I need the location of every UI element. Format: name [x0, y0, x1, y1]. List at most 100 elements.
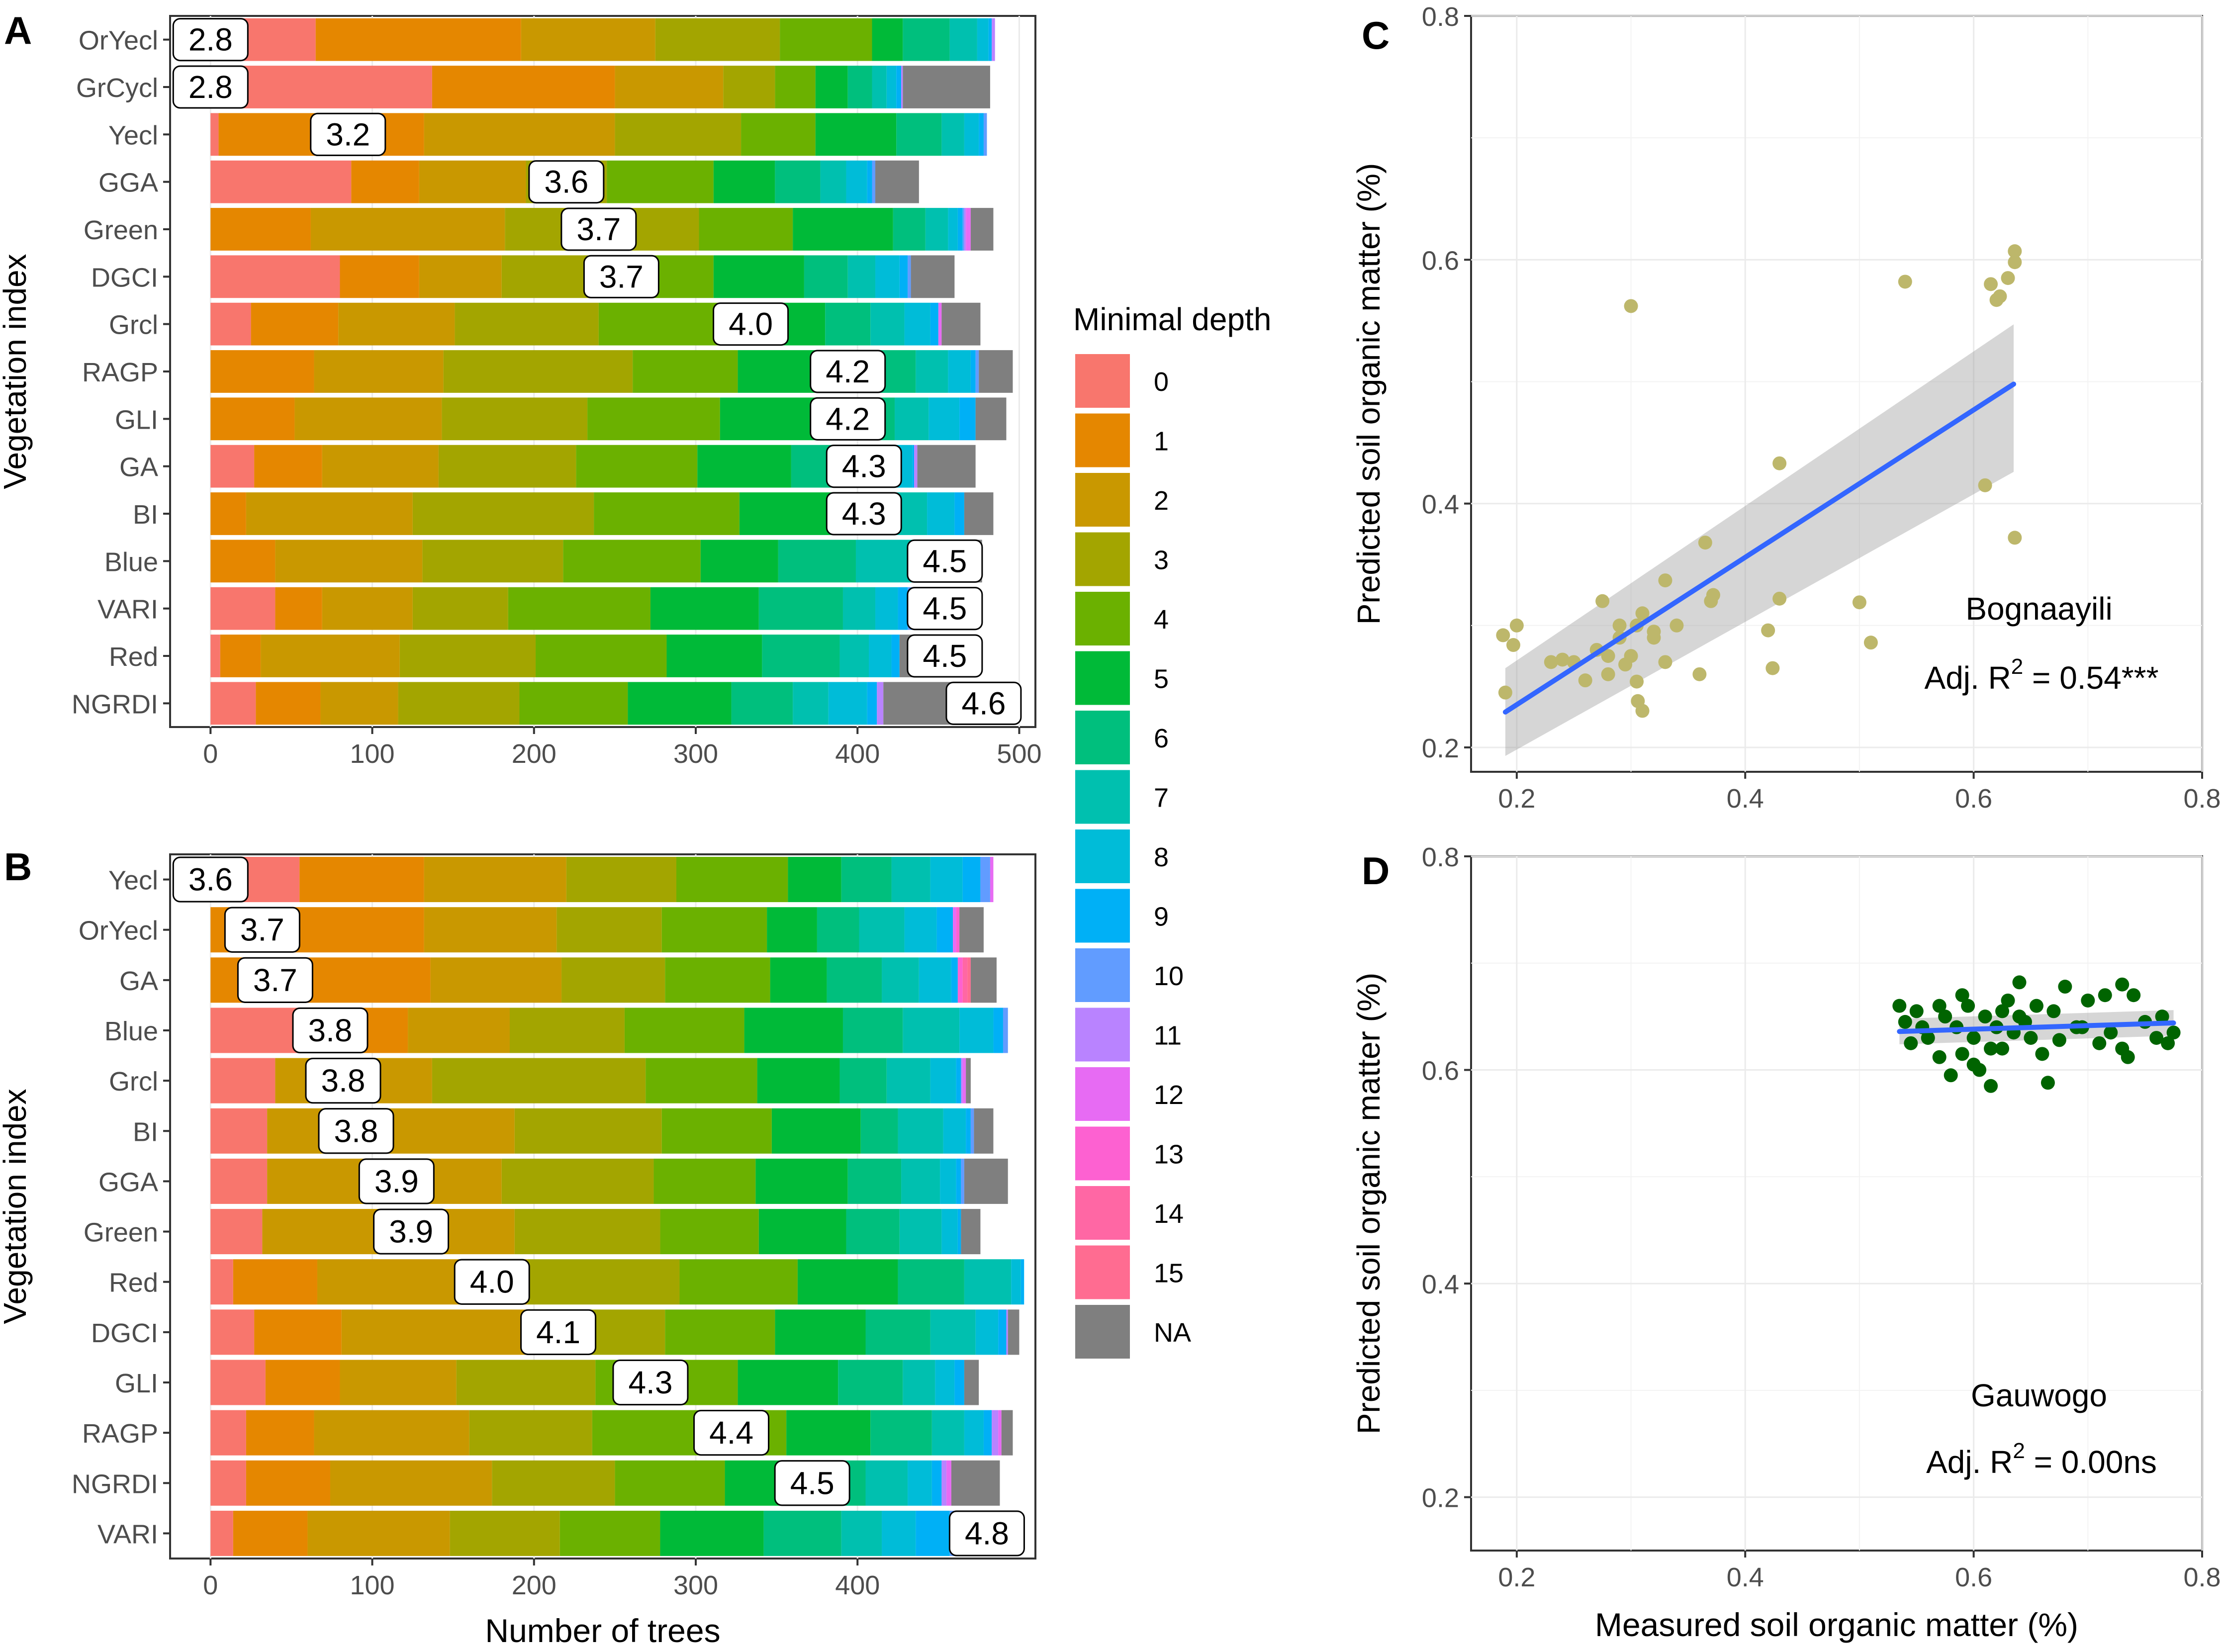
bar-segment [964, 1360, 979, 1405]
x-tick-label: 100 [350, 1570, 394, 1600]
data-point [2040, 1076, 2055, 1090]
bar-segment [975, 350, 979, 393]
bar-segment [962, 957, 968, 1003]
data-point [1706, 588, 1720, 602]
bar-segment [946, 1460, 951, 1506]
bar-segment [587, 397, 720, 441]
bar-segment [210, 350, 314, 393]
panel-c-r2-label: Adj. R2 = 0.54*** [1925, 654, 2159, 696]
bar-segment [275, 587, 322, 630]
data-point [1612, 618, 1627, 633]
bar-segment [815, 113, 897, 156]
panel-c-y-axis-title: Predicted soil organic matter (%) [1351, 163, 1387, 625]
bar-segment [424, 907, 557, 953]
bar-segment [660, 1209, 759, 1255]
panel-c-label: C [1362, 13, 1390, 57]
bar-segment [877, 682, 884, 725]
bar-segment [867, 160, 872, 203]
y-tick-label: GLI [115, 405, 158, 435]
bar-segment [841, 1510, 882, 1556]
data-point [1496, 628, 1510, 642]
bar-segment [914, 445, 918, 488]
depth-label: 3.6 [544, 164, 588, 200]
depth-label: 4.5 [923, 543, 967, 579]
data-point [2155, 1010, 2169, 1024]
bar-segment [775, 1309, 866, 1355]
bar-segment [882, 957, 919, 1003]
bar-segment [615, 66, 724, 108]
data-point [1498, 685, 1512, 700]
legend-key [1075, 354, 1130, 408]
y-tick-label: OrYecl [79, 26, 158, 56]
depth-label: 4.8 [965, 1515, 1009, 1551]
panel-d-label: D [1362, 849, 1390, 893]
y-tick-label: GrCycl [76, 73, 158, 103]
panel-d-frame [1470, 855, 2203, 1552]
data-point [1932, 999, 1947, 1013]
bar-segment [839, 635, 869, 677]
bar-segment [424, 113, 615, 156]
data-point [1658, 655, 1672, 669]
bar-segment [527, 1259, 680, 1305]
bar-segment [330, 1460, 492, 1506]
bar-segment [233, 1510, 308, 1556]
bar-segment [762, 635, 840, 677]
bar-segment [412, 587, 508, 630]
depth-label-box [318, 1108, 394, 1154]
y-tick-label: Grcl [109, 1067, 158, 1097]
data-point [1995, 1041, 2010, 1056]
depth-label: 3.2 [326, 116, 370, 152]
bar-segment [665, 1309, 775, 1355]
bar-segment [723, 66, 775, 108]
depth-label-box [454, 1259, 530, 1305]
bar-segment [628, 682, 732, 725]
bar-segment [911, 255, 955, 298]
bar-segment [744, 1008, 843, 1053]
bar-segment [903, 18, 950, 61]
bar-segment [314, 350, 444, 393]
bar-segment [954, 1360, 964, 1405]
data-point [1601, 649, 1615, 663]
bar-segment [941, 302, 981, 346]
data-point [2008, 244, 2022, 259]
y-tick-label: RAGP [82, 1419, 158, 1449]
data-point [2012, 975, 2027, 990]
bar-segment [598, 302, 725, 346]
x-tick-label: 0 [203, 1570, 218, 1600]
y-tick-label: NGRDI [72, 689, 158, 719]
bar-segment [904, 907, 937, 953]
bar-segment [793, 682, 829, 725]
bar-segment [438, 445, 576, 488]
bar-segment [1020, 1259, 1024, 1305]
data-point [2008, 531, 2022, 545]
bar-segment [422, 540, 563, 583]
bar-segment [210, 302, 251, 346]
bar-segment [966, 1058, 971, 1103]
x-tick-label: 0.4 [1727, 1562, 1764, 1592]
bar-segment [315, 18, 521, 61]
bar-segment [956, 1058, 961, 1103]
legend-label: 4 [1154, 605, 1169, 635]
bar-segment [951, 1460, 1000, 1506]
y-tick-label: 0.6 [1422, 246, 1459, 275]
depth-label-box [810, 397, 886, 441]
bar-segment [233, 1259, 317, 1305]
data-point [1944, 1068, 1958, 1083]
depth-label: 4.5 [923, 638, 967, 674]
bar-segment [804, 255, 848, 298]
data-point [1921, 1031, 1935, 1045]
bar-segment [338, 302, 455, 346]
depth-label: 4.3 [628, 1365, 672, 1400]
panel-d-ticks: 0.2 0.4 0.6 0.8 0.2 0.4 0.6 0.8 [1422, 842, 2221, 1592]
data-point [2029, 999, 2043, 1013]
bar-segment [904, 302, 930, 346]
bar-segment [307, 1510, 450, 1556]
legend-label: 11 [1154, 1021, 1182, 1051]
bar-segment [872, 18, 903, 61]
bar-segment [660, 1510, 764, 1556]
bar-segment [956, 1158, 961, 1204]
bar-segment [676, 857, 788, 903]
bar-segment [903, 66, 990, 108]
bar-segment [827, 957, 882, 1003]
